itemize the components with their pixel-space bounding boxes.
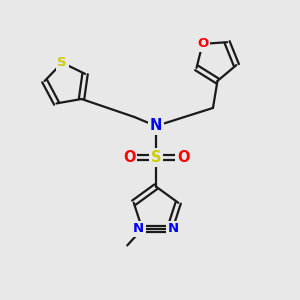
Text: O: O [177, 150, 189, 165]
Text: O: O [197, 38, 208, 50]
Text: O: O [123, 150, 135, 165]
Text: S: S [57, 56, 67, 69]
Text: N: N [133, 222, 144, 236]
Text: S: S [151, 150, 161, 165]
Text: N: N [168, 222, 179, 236]
Text: N: N [133, 222, 144, 236]
Text: N: N [168, 222, 179, 236]
Text: N: N [150, 118, 162, 134]
